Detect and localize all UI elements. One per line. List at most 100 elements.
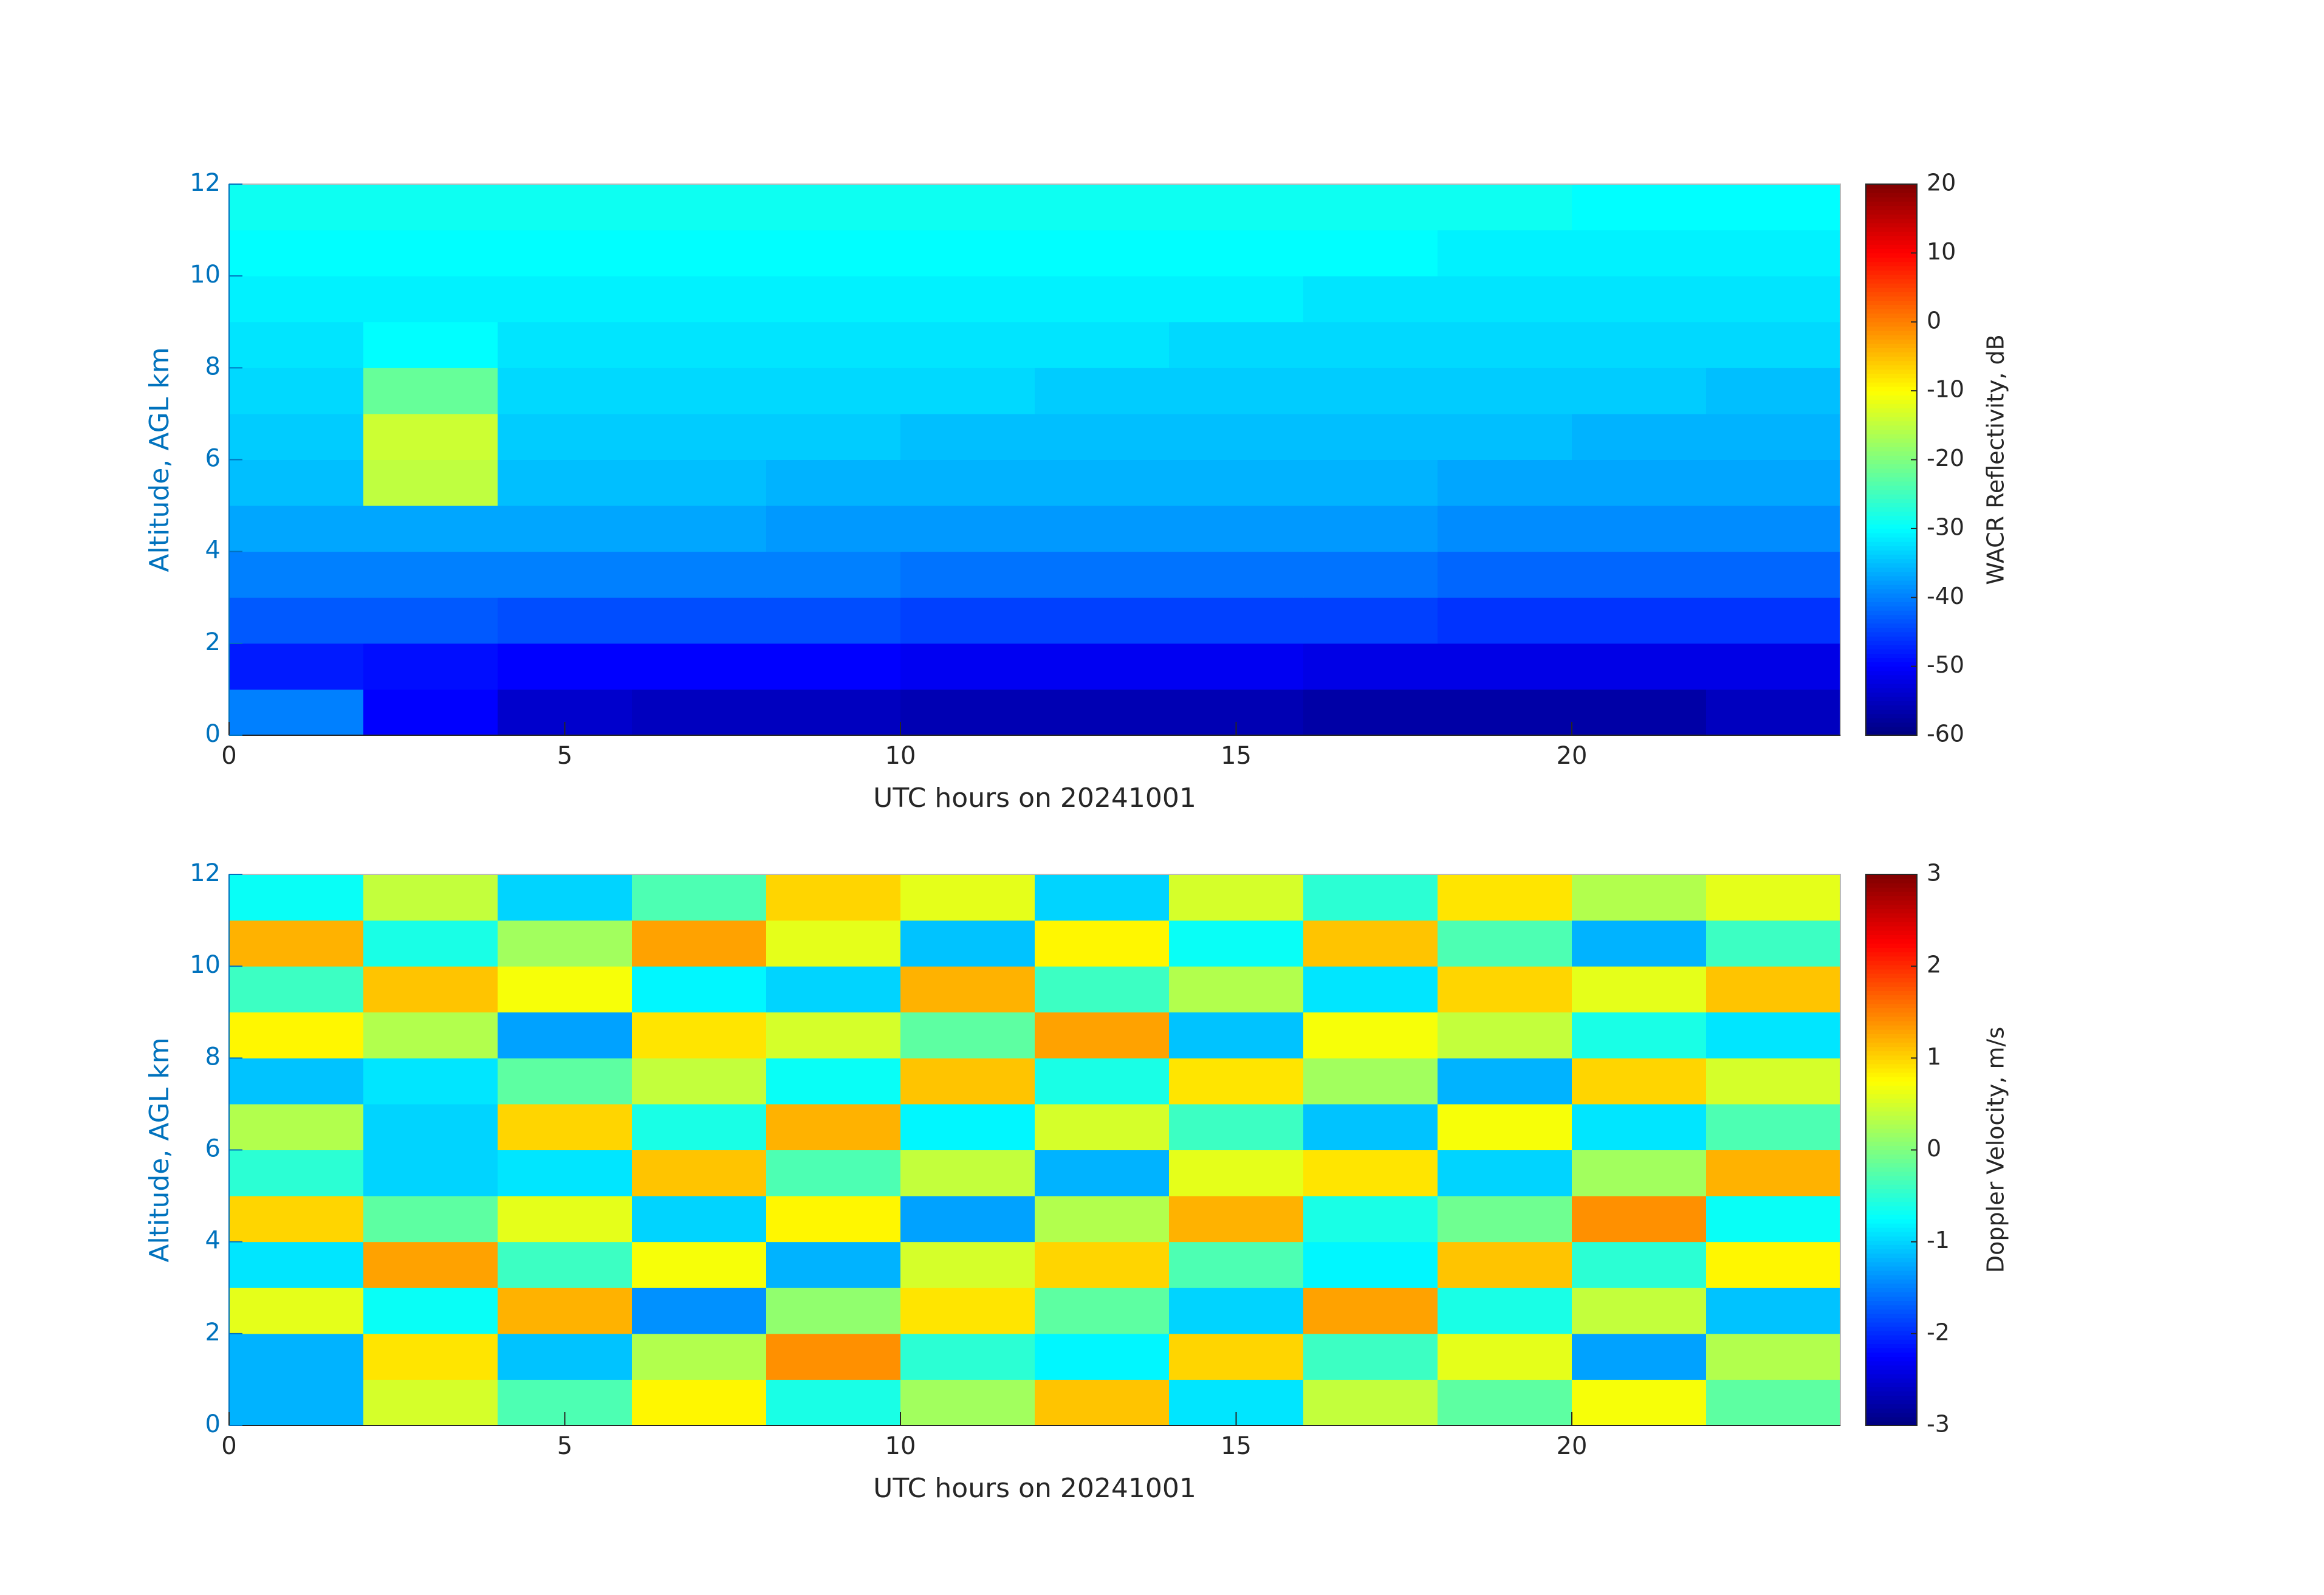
colorbar-tick-label: -10 bbox=[1927, 376, 1964, 403]
colorbar-swatch bbox=[1866, 908, 1917, 914]
heatmap-cell bbox=[1438, 1012, 1572, 1058]
heatmap-cell bbox=[900, 1150, 1035, 1196]
colorbar-swatch bbox=[1866, 524, 1917, 529]
heatmap-cell bbox=[229, 689, 364, 736]
heatmap-cell bbox=[632, 1333, 767, 1380]
heatmap-cell bbox=[1303, 966, 1438, 1013]
colorbar-swatch bbox=[1866, 1421, 1917, 1426]
colorbar-swatch bbox=[1866, 575, 1917, 581]
colorbar-swatch bbox=[1866, 1167, 1917, 1172]
heatmap-cell bbox=[1438, 1058, 1572, 1105]
colorbar-swatch bbox=[1866, 1158, 1917, 1164]
colorbar-swatch bbox=[1866, 412, 1917, 417]
colorbar-swatch bbox=[1866, 1051, 1917, 1056]
heatmap-cell bbox=[900, 874, 1035, 921]
heatmap-cell bbox=[1303, 689, 1438, 736]
colorbar-swatch bbox=[1866, 1339, 1917, 1344]
colorbar-swatch bbox=[1866, 1279, 1917, 1284]
heatmap-cell bbox=[1169, 1241, 1304, 1288]
colorbar-swatch bbox=[1866, 395, 1917, 400]
heatmap-cell bbox=[498, 874, 632, 921]
heatmap-cell bbox=[766, 459, 901, 506]
heatmap-cell bbox=[1572, 368, 1707, 414]
heatmap-cell bbox=[632, 551, 767, 598]
heatmap-cell bbox=[363, 1241, 498, 1288]
heatmap-cell bbox=[900, 966, 1035, 1013]
heatmap-cell bbox=[1035, 459, 1170, 506]
heatmap-cell bbox=[632, 1103, 767, 1150]
heatmap-cell bbox=[632, 413, 767, 460]
colorbar-swatch bbox=[1866, 1003, 1917, 1009]
colorbar-tick-label: -3 bbox=[1927, 1411, 1950, 1438]
colorbar-swatch bbox=[1866, 1331, 1917, 1336]
colorbar-swatch bbox=[1866, 580, 1917, 585]
heatmap-cell bbox=[229, 1288, 364, 1334]
colorbar-swatch bbox=[1866, 257, 1917, 262]
heatmap-cell bbox=[1303, 1241, 1438, 1288]
colorbar-swatch bbox=[1866, 201, 1917, 207]
heatmap-cell bbox=[1035, 413, 1170, 460]
heatmap-cell bbox=[1706, 1241, 1841, 1288]
x-tick-label: 20 bbox=[1557, 1432, 1588, 1460]
heatmap-cell bbox=[1169, 1288, 1304, 1334]
colorbar-swatch bbox=[1866, 709, 1917, 715]
heatmap-cell bbox=[900, 1058, 1035, 1105]
colorbar-swatch bbox=[1866, 1283, 1917, 1288]
colorbar-swatch bbox=[1866, 653, 1917, 659]
heatmap-cell bbox=[1706, 1150, 1841, 1196]
colorbar-swatch bbox=[1866, 1034, 1917, 1038]
colorbar-swatch bbox=[1866, 645, 1917, 650]
x-tick-label: 5 bbox=[557, 1432, 572, 1460]
colorbar-swatch bbox=[1866, 1111, 1917, 1116]
heatmap-cell bbox=[1438, 1379, 1572, 1426]
colorbar-swatch bbox=[1866, 1007, 1917, 1013]
colorbar-swatch bbox=[1866, 705, 1917, 710]
heatmap-cell bbox=[1706, 368, 1841, 414]
heatmap-cell bbox=[900, 551, 1035, 598]
heatmap-cell bbox=[900, 1379, 1035, 1426]
heatmap-cell bbox=[632, 321, 767, 368]
heatmap-cell bbox=[632, 1379, 767, 1426]
heatmap-cell bbox=[1035, 1012, 1170, 1058]
heatmap-cell bbox=[1169, 643, 1304, 690]
colorbar-swatch bbox=[1866, 558, 1917, 564]
heatmap-cell bbox=[766, 643, 901, 690]
colorbar-swatch bbox=[1866, 1236, 1917, 1241]
heatmap-cell bbox=[766, 1379, 901, 1426]
colorbar-swatch bbox=[1866, 1300, 1917, 1306]
colorbar-swatch bbox=[1866, 1180, 1917, 1185]
colorbar-swatch bbox=[1866, 960, 1917, 966]
colorbar-swatch bbox=[1866, 451, 1917, 456]
heatmap-cell bbox=[1035, 966, 1170, 1013]
colorbar-swatch bbox=[1866, 369, 1917, 374]
heatmap-cell bbox=[1706, 1103, 1841, 1150]
heatmap-cell bbox=[900, 643, 1035, 690]
y-tick-label: 4 bbox=[205, 1227, 221, 1255]
heatmap-cell bbox=[1169, 1012, 1304, 1058]
heatmap-cell bbox=[1438, 184, 1572, 231]
heatmap-cell bbox=[229, 643, 364, 690]
heatmap-cell bbox=[1438, 1196, 1572, 1243]
heatmap-cell bbox=[632, 276, 767, 323]
colorbar-swatch bbox=[1866, 197, 1917, 202]
colorbar-swatch bbox=[1866, 1102, 1917, 1108]
colorbar-swatch bbox=[1866, 1068, 1917, 1073]
heatmap-cell bbox=[229, 1196, 364, 1243]
colorbar-swatch bbox=[1866, 476, 1917, 482]
colorbar-swatch bbox=[1866, 1137, 1917, 1142]
heatmap-cell bbox=[1706, 874, 1841, 921]
heatmap-cell bbox=[632, 1241, 767, 1288]
heatmap-cell bbox=[1572, 1241, 1707, 1288]
colorbar-swatch bbox=[1866, 261, 1917, 267]
colorbar-swatch bbox=[1866, 1292, 1917, 1297]
colorbar-swatch bbox=[1866, 571, 1917, 577]
heatmap-cell bbox=[900, 597, 1035, 644]
colorbar-swatch bbox=[1866, 947, 1917, 953]
colorbar-swatch bbox=[1866, 688, 1917, 693]
heatmap-cell bbox=[1035, 230, 1170, 276]
heatmap-cell bbox=[498, 1150, 632, 1196]
colorbar-swatch bbox=[1866, 343, 1917, 348]
x-tick-label: 15 bbox=[1221, 1432, 1252, 1460]
heatmap-cell bbox=[1303, 1058, 1438, 1105]
colorbar-swatch bbox=[1866, 593, 1917, 598]
